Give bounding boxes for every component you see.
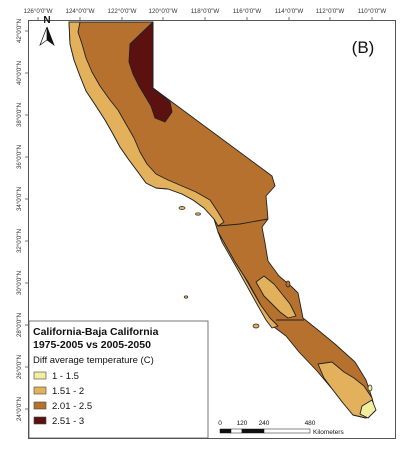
lon-tick-label: 114°0'0"W [275, 8, 304, 15]
islands [178, 206, 373, 392]
coastal-band-region [68, 21, 225, 227]
legend-item-label: 2.01 - 2.5 [52, 401, 92, 412]
lon-tick-label: 110°0'0"W [358, 8, 387, 15]
panel-label: (B) [352, 38, 375, 57]
north-arrow: N [39, 15, 55, 46]
baja-interior-region [255, 275, 297, 319]
scale-segment [241, 428, 265, 434]
north-arrow-label: N [43, 15, 50, 26]
boundaries [152, 22, 304, 321]
island [367, 384, 373, 392]
lat-tick-label: 36°0'0"N [16, 145, 23, 169]
legend-swatch [33, 416, 47, 425]
latitude-tick-labels: 42°0'0"N 40°0'0"N 38°0'0"N 36°0'0"N 34°0… [16, 19, 23, 421]
legend-title-line2: 1975-2005 vs 2005-2050 [33, 339, 151, 351]
lat-tick-label: 42°0'0"N [16, 19, 23, 43]
island [195, 212, 201, 216]
island [252, 323, 260, 329]
lat-tick-label: 28°0'0"N [16, 313, 23, 337]
lon-tick-label: 126°0'0"W [24, 8, 53, 15]
scale-segment [263, 428, 311, 434]
legend-item-label: 1 - 1.5 [52, 371, 79, 382]
lon-tick-label: 112°0'0"W [316, 8, 345, 15]
scale-segment [219, 428, 232, 434]
scale-tick-label: 120 [237, 420, 248, 427]
legend-title: California-Baja California [33, 326, 159, 338]
longitude-tick-labels: 126°0'0"W 124°0'0"W 122°0'0"W 120°0'0"W … [24, 8, 387, 15]
baja-west-coast-region [217, 231, 279, 329]
ca-baja-border [217, 218, 269, 227]
scale-bar: 0 120 240 480 Kilometers [218, 420, 344, 436]
legend-item-label: 2.51 - 3 [52, 416, 84, 427]
legend-box [28, 320, 209, 439]
legend-swatch [33, 371, 47, 380]
scale-segment [230, 428, 243, 434]
legend-swatch [33, 401, 47, 410]
map-regions [68, 21, 377, 419]
lat-tick-label: 30°0'0"N [16, 271, 23, 295]
legend-subtitle: Diff average temperature (C) [33, 355, 154, 366]
lat-tick-label: 40°0'0"N [16, 61, 23, 85]
lon-tick-label: 118°0'0"W [191, 8, 220, 15]
legend-swatch [33, 386, 47, 395]
lat-tick-label: 34°0'0"N [16, 187, 23, 211]
lon-tick-label: 116°0'0"W [233, 8, 262, 15]
latitude-ticks [25, 30, 29, 410]
lat-tick-label: 26°0'0"N [16, 355, 23, 379]
lon-tick-label: 124°0'0"W [66, 8, 95, 15]
lat-tick-label: 38°0'0"N [16, 103, 23, 127]
scale-tick-label: 240 [259, 420, 270, 427]
lat-tick-label: 32°0'0"N [16, 229, 23, 253]
scale-tick-label: 0 [218, 420, 222, 427]
scale-tick-label: 480 [305, 420, 316, 427]
island [183, 295, 189, 299]
southern-tip-region [359, 399, 377, 419]
longitude-ticks [37, 17, 373, 21]
legend-item-label: 1.51 - 2 [52, 386, 84, 397]
lat-tick-label: 24°0'0"N [16, 397, 23, 421]
scale-unit-label: Kilometers [313, 429, 344, 436]
lon-tick-label: 120°0'0"W [149, 8, 178, 15]
island [285, 280, 291, 288]
lon-tick-label: 122°0'0"W [108, 8, 137, 15]
north-arrow-icon-left [39, 26, 48, 46]
legend: California-Baja California 1975-2005 vs … [28, 320, 209, 439]
island [178, 206, 186, 210]
